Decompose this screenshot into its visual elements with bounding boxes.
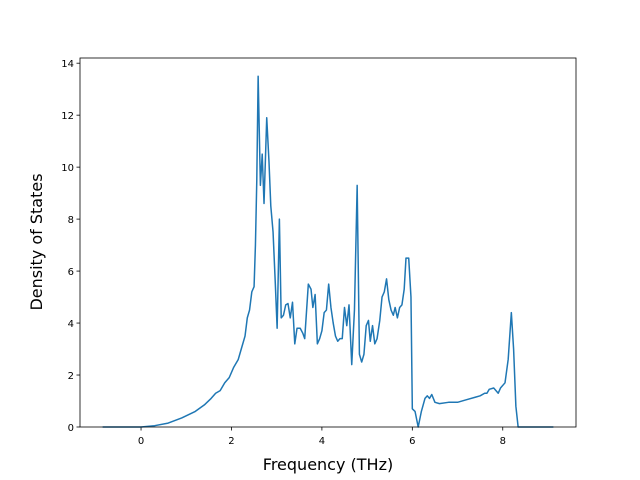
y-tick-label: 6: [68, 267, 74, 278]
y-tick-label: 12: [61, 111, 74, 122]
y-tick-label: 4: [68, 319, 74, 330]
y-tick-label: 0: [68, 423, 74, 434]
y-tick-label: 2: [68, 371, 74, 382]
x-tick-label: 8: [500, 436, 506, 447]
x-tick-label: 6: [409, 436, 415, 447]
x-tick-label: 4: [319, 436, 325, 447]
plot-frame: [79, 57, 577, 428]
x-tick-label: 2: [228, 436, 234, 447]
y-axis-label: Density of States: [27, 173, 46, 310]
x-tick-label: 0: [138, 436, 144, 447]
y-tick-label: 14: [61, 59, 74, 70]
x-axis-label: Frequency (THz): [263, 455, 393, 474]
y-tick-label: 10: [61, 163, 74, 174]
y-tick-label: 8: [68, 215, 74, 226]
dos-line: [102, 75, 554, 428]
